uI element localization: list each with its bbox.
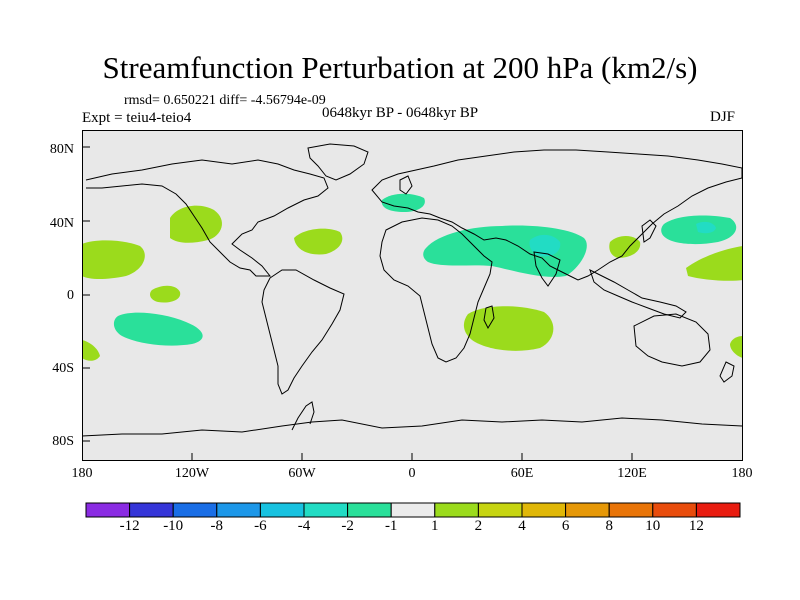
season-label: DJF — [710, 109, 736, 125]
x-label-180w: 180 — [71, 466, 93, 481]
pos-anomaly-southwest-edge — [82, 340, 100, 361]
colorbar-swatches — [85, 502, 741, 518]
colorbar-swatch — [347, 502, 392, 518]
coast-europe-asia — [371, 149, 743, 281]
colorbar-label-neg10: -10 — [163, 518, 184, 534]
axis-ticks — [82, 146, 633, 461]
colorbar-label-neg2: -2 — [341, 518, 354, 534]
period-label: 0648kyr BP - 0648kyr BP — [322, 105, 479, 121]
colorbar-label-neg12: -12 — [119, 518, 140, 534]
y-label-80n: 80N — [49, 142, 74, 157]
y-label-0: 0 — [67, 288, 74, 303]
colorbar-swatch — [129, 502, 174, 518]
colorbar-swatch — [608, 502, 654, 518]
coast-uk — [399, 175, 413, 195]
colorbar-swatch — [216, 502, 261, 518]
coast-madagascar — [483, 305, 495, 330]
x-label-120e: 120E — [617, 466, 647, 481]
pos-anomaly-north-atlantic — [294, 228, 343, 255]
colorbar-swatch — [259, 502, 305, 518]
map-background — [82, 130, 743, 461]
neg-anomaly-western-europe — [381, 193, 425, 212]
x-label-180e: 180 — [731, 466, 753, 481]
x-label-60w: 60W — [288, 466, 316, 481]
coast-north-america — [85, 159, 329, 277]
chart-title: Streamfunction Perturbation at 200 hPa (… — [102, 50, 698, 85]
colorbar-label-neg6: -6 — [254, 518, 267, 534]
coast-india — [533, 251, 561, 287]
anomaly-fields — [82, 193, 743, 361]
pos-anomaly-south-east-edge — [730, 336, 743, 358]
neg-anomaly-asia-core — [529, 234, 561, 257]
colorbar-label-neg4: -4 — [297, 518, 311, 534]
pos-anomaly-east-asia — [609, 236, 641, 258]
colorbar-swatch — [565, 502, 610, 518]
pos-anomaly-tropical-pacific — [150, 285, 181, 303]
pos-anomaly-north-pacific-west — [82, 240, 145, 279]
colorbar-swatch — [434, 502, 479, 518]
coast-south-america — [261, 269, 345, 395]
y-label-40s: 40S — [52, 361, 74, 376]
colorbar-swatch — [695, 502, 741, 518]
stats-line: rmsd= 0.650221 diff= -4.56794e-09 — [124, 93, 326, 108]
coast-australia — [633, 313, 711, 367]
pos-anomaly-north-pacific-east — [170, 205, 222, 243]
colorbar-swatch — [477, 502, 523, 518]
neg-anomaly-nwp-core — [696, 221, 716, 234]
colorbar — [85, 502, 741, 518]
colorbar-swatch — [652, 502, 697, 518]
x-label-60e: 60E — [510, 466, 534, 481]
colorbar-label-12: 12 — [688, 518, 704, 534]
pos-anomaly-south-indian-ocean — [463, 306, 554, 351]
coast-new-zealand — [719, 361, 735, 383]
coast-greenland — [307, 143, 369, 181]
colorbar-swatch — [390, 502, 436, 518]
coast-japan — [641, 219, 657, 243]
pos-anomaly-central-pacific-east — [686, 246, 743, 281]
x-label-120w: 120W — [174, 466, 210, 481]
colorbar-swatch — [85, 502, 131, 518]
colorbar-swatch — [172, 502, 218, 518]
coast-antarctic-peninsula — [291, 401, 315, 431]
colorbar-label-4: 4 — [518, 518, 526, 534]
colorbar-label-10: 10 — [645, 518, 661, 534]
neg-anomaly-south-pacific — [113, 312, 203, 346]
coast-antarctica — [82, 417, 743, 437]
colorbar-label-neg1: -1 — [384, 518, 398, 534]
colorbar-label-neg8: -8 — [210, 518, 224, 534]
experiment-label: Expt = teiu4-teio4 — [82, 110, 192, 126]
colorbar-label-2: 2 — [474, 518, 483, 534]
colorbar-label-8: 8 — [605, 518, 613, 534]
world-map — [82, 130, 743, 461]
colorbar-swatch — [303, 502, 349, 518]
coastlines — [82, 143, 743, 437]
y-label-40n: 40N — [49, 216, 74, 231]
coast-southeast-asia — [589, 269, 687, 319]
coast-africa — [379, 217, 493, 363]
colorbar-swatch — [521, 502, 567, 518]
x-label-0: 0 — [408, 466, 416, 481]
y-label-80s: 80S — [52, 434, 74, 449]
colorbar-label-6: 6 — [561, 518, 570, 534]
colorbar-label-1: 1 — [431, 518, 439, 534]
